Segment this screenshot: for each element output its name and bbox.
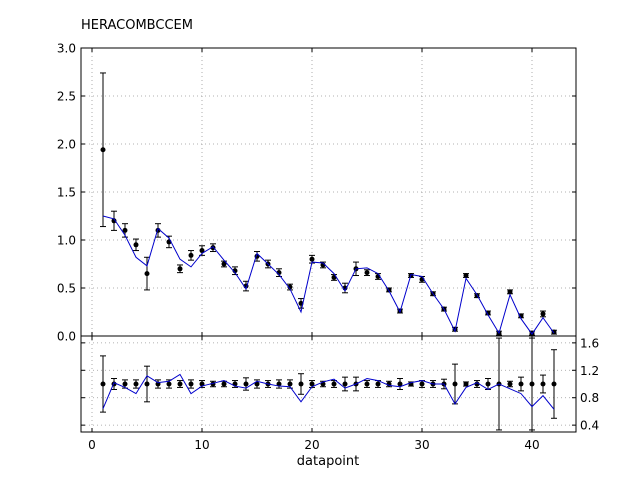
ratio-data-point [485, 381, 491, 387]
ratio-data-point [529, 381, 535, 387]
top-data-point [221, 261, 227, 267]
top-ytick-label: 0.5 [57, 282, 76, 296]
ratio-data-point [309, 381, 315, 387]
ratio-data-point [166, 381, 172, 387]
ratio-data-point [551, 381, 557, 387]
top-ytick-label: 3.0 [57, 42, 76, 56]
ratio-xtick-label: 40 [524, 438, 539, 452]
x-axis-label: datapoint [297, 454, 359, 469]
ratio-data-point [221, 381, 227, 387]
top-theory-line [102, 215, 555, 335]
ratio-axes-frame [80, 335, 577, 433]
ratio-theory-line [102, 373, 555, 410]
ratio-data-point [540, 381, 546, 387]
top-data-point [111, 218, 117, 224]
ratio-ytick-label: 0.8 [580, 391, 599, 405]
top-data-point [199, 248, 205, 254]
ratio-xtick-label: 10 [194, 438, 209, 452]
ratio-data-point [122, 381, 128, 387]
top-data-point [507, 289, 513, 295]
top-ytick-label: 2.5 [57, 90, 76, 104]
top-data-point [287, 284, 293, 290]
ratio-data-point [133, 381, 139, 387]
ratio-data-point [188, 381, 194, 387]
top-data-point [133, 242, 139, 248]
ratio-data-point [419, 381, 425, 387]
ratio-data-point [276, 381, 282, 387]
ratio-data-point [298, 381, 304, 387]
ratio-xtick-label: 20 [304, 438, 319, 452]
ratio-xtick-label: 30 [414, 438, 429, 452]
top-data-point [309, 256, 315, 262]
ratio-data-point [397, 381, 403, 387]
ratio-panel: 0.4 0.8 1.2 1.6 0 10 20 30 40 [80, 335, 599, 452]
ratio-data-point [254, 381, 260, 387]
top-data-point [122, 227, 128, 233]
ratio-data-point [364, 381, 370, 387]
ratio-data-point [144, 381, 150, 387]
top-ytick-label: 1.0 [57, 234, 76, 248]
ratio-ytick-label: 1.6 [580, 336, 599, 350]
ratio-data-point [177, 381, 183, 387]
top-data-point [188, 252, 194, 258]
chart-title: HERACOMBCCEM [81, 18, 193, 33]
ratio-data-point [518, 381, 524, 387]
ratio-data-point [287, 381, 293, 387]
ratio-ytick-label: 0.4 [580, 419, 599, 433]
top-panel: 0.0 0.5 1.0 1.5 2.0 2.5 3.0 [57, 42, 577, 344]
ratio-ytick-label: 1.2 [580, 364, 599, 378]
ratio-xtick-label: 0 [88, 438, 96, 452]
ratio-data-point [463, 381, 469, 387]
top-data-point [364, 270, 370, 276]
top-ytick-label: 0.0 [57, 330, 76, 344]
ratio-data-point [375, 381, 381, 387]
ratio-data-point [342, 381, 348, 387]
top-ytick-label: 1.5 [57, 186, 76, 200]
ratio-data-point [507, 381, 513, 387]
top-data-point [100, 147, 106, 153]
top-data-point [540, 311, 546, 317]
ratio-data-point [452, 381, 458, 387]
ratio-data-point [331, 381, 337, 387]
ratio-data-point [243, 381, 249, 387]
top-data-point [177, 266, 183, 272]
ratio-data-point [100, 381, 106, 387]
top-data-point [144, 271, 150, 277]
top-data-point [463, 273, 469, 279]
top-ytick-label: 2.0 [57, 138, 76, 152]
